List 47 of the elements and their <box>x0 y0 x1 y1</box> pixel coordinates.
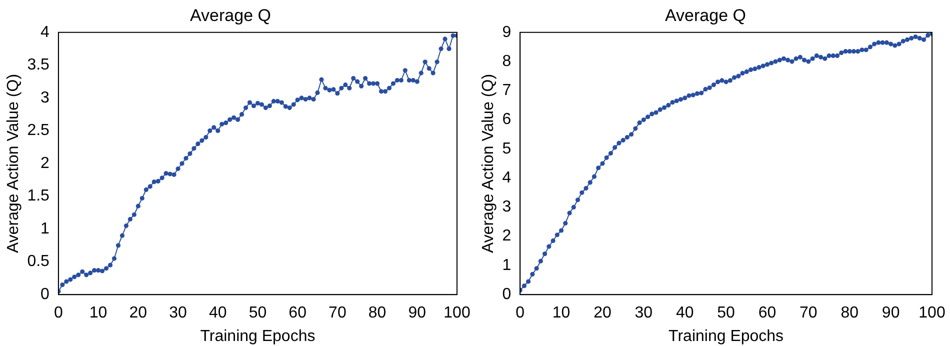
y-tick-label: 5 <box>502 140 512 158</box>
y-tick-label: 2 <box>40 154 50 172</box>
x-tick-label: 30 <box>169 304 188 322</box>
y-tick-label: 1 <box>40 220 50 238</box>
x-tick-label: 70 <box>328 304 346 322</box>
y-tick-label: 1.5 <box>27 188 50 205</box>
x-tick-label: 50 <box>717 304 736 322</box>
x-tick-label: 80 <box>368 304 386 322</box>
chart-title: Average Q <box>665 6 746 25</box>
y-tick-label: 2.5 <box>27 122 50 140</box>
x-tick-label: 90 <box>882 304 900 322</box>
x-tick-label: 80 <box>840 304 859 322</box>
y-tick-label: 2 <box>502 228 512 245</box>
x-tick-label: 40 <box>676 304 694 322</box>
x-tick-label: 70 <box>800 304 818 322</box>
x-tick-label: 0 <box>516 304 525 322</box>
x-tick-label: 10 <box>89 304 108 322</box>
x-tick-label: 40 <box>208 304 227 322</box>
y-tick-label: 8 <box>502 52 512 70</box>
y-axis-title: Average Action Value (Q) <box>480 74 498 254</box>
x-tick-label: 60 <box>758 304 776 322</box>
y-tick-label: 3.5 <box>27 56 50 74</box>
y-axis-title: Average Action Value (Q) <box>5 74 22 254</box>
x-tick-label: 100 <box>444 304 470 322</box>
x-tick-label: 90 <box>408 304 426 322</box>
x-tick-label: 30 <box>634 304 653 322</box>
y-tick-label: 3 <box>40 89 50 106</box>
y-tick-label: 3 <box>502 198 512 216</box>
y-tick-label: 4 <box>40 24 50 41</box>
x-tick-label: 20 <box>129 304 148 322</box>
y-tick-label: 7 <box>502 82 512 100</box>
y-tick-label: 6 <box>502 111 512 128</box>
y-tick-label: 1 <box>502 256 512 274</box>
y-tick-label: 0 <box>502 286 512 304</box>
x-tick-label: 50 <box>248 304 267 322</box>
x-tick-label: 10 <box>552 304 570 322</box>
y-tick-label: 0.5 <box>27 253 50 270</box>
y-tick-label: 0 <box>40 286 50 304</box>
y-tick-label: 9 <box>502 24 512 41</box>
x-axis-title: Training Epochs <box>200 328 316 345</box>
y-tick-label: 4 <box>502 169 512 186</box>
x-axis-title: Training Epochs <box>668 328 784 345</box>
chart-title: Average Q <box>190 6 271 25</box>
x-tick-label: 20 <box>594 304 612 322</box>
x-tick-label: 100 <box>918 304 946 322</box>
x-tick-label: 0 <box>54 304 63 322</box>
x-tick-label: 60 <box>288 304 307 322</box>
